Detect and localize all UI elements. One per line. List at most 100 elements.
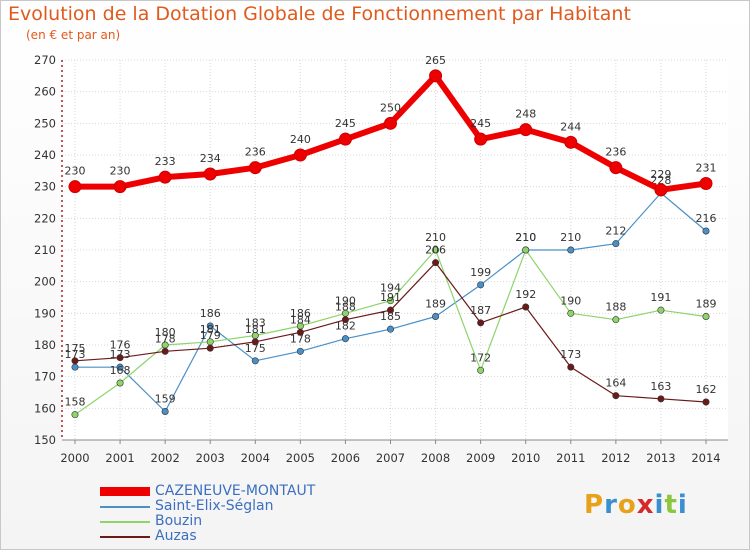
data-label-auzas-2004: 181 — [245, 323, 266, 336]
data-label-auzas-2001: 176 — [110, 339, 131, 352]
data-label-cazeneuve-montaut-2002: 233 — [155, 155, 176, 168]
point-saint-elix-seglan-2012 — [612, 240, 620, 248]
point-cazeneuve-montaut-2012 — [609, 161, 623, 175]
legend-label-auzas: Auzas — [155, 528, 197, 544]
point-bouzin-2011 — [567, 309, 575, 317]
data-label-auzas-2010: 192 — [515, 288, 536, 301]
data-label-saint-elix-seglan-2007: 185 — [380, 310, 401, 323]
point-cazeneuve-montaut-2007 — [384, 116, 397, 130]
y-tick-150: 150 — [34, 433, 56, 447]
data-label-bouzin-2011: 190 — [560, 294, 581, 307]
x-tick-2009: 2009 — [466, 451, 495, 465]
legend-swatch-bouzin — [100, 520, 150, 523]
point-saint-elix-seglan-2000 — [71, 363, 79, 371]
data-label-cazeneuve-montaut-2007: 250 — [380, 101, 401, 114]
y-tick-190: 190 — [34, 306, 56, 320]
x-tick-2005: 2005 — [286, 451, 315, 465]
legend-item-saint-elix-seglan: Saint-Elix-Séglan — [100, 499, 315, 514]
data-label-cazeneuve-montaut-2001: 230 — [110, 165, 131, 178]
point-auzas-2010 — [522, 303, 530, 311]
point-cazeneuve-montaut-2010 — [519, 123, 533, 137]
chart-title: Evolution de la Dotation Globale de Fonc… — [8, 3, 631, 25]
data-label-saint-elix-seglan-2005: 178 — [290, 332, 311, 345]
legend-swatch-saint-elix-seglan — [100, 505, 150, 508]
point-auzas-2006 — [341, 316, 349, 324]
point-bouzin-2008 — [432, 246, 440, 254]
y-tick-270: 270 — [34, 53, 56, 67]
point-cazeneuve-montaut-2009 — [474, 132, 488, 146]
point-cazeneuve-montaut-2003 — [203, 167, 217, 181]
point-auzas-2004 — [251, 338, 259, 346]
legend-label-saint-elix-seglan: Saint-Elix-Séglan — [155, 498, 274, 514]
point-bouzin-2001 — [116, 379, 124, 387]
y-tick-240: 240 — [34, 148, 56, 162]
legend-swatch-cazeneuve-montaut — [100, 487, 150, 496]
legend-item-auzas: Auzas — [100, 529, 315, 544]
data-label-saint-elix-seglan-2000: 173 — [65, 348, 86, 361]
point-saint-elix-seglan-2002 — [161, 407, 169, 415]
point-bouzin-2010 — [522, 246, 530, 254]
data-label-auzas-2000: 175 — [65, 342, 86, 355]
point-saint-elix-seglan-2004 — [251, 357, 259, 365]
x-tick-2012: 2012 — [601, 451, 630, 465]
point-saint-elix-seglan-2014 — [702, 227, 710, 235]
data-label-saint-elix-seglan-2003: 186 — [200, 307, 221, 320]
data-label-bouzin-2000: 158 — [65, 396, 86, 409]
point-auzas-2014 — [702, 398, 710, 406]
y-tick-220: 220 — [34, 211, 56, 225]
point-saint-elix-seglan-2006 — [341, 335, 349, 343]
point-saint-elix-seglan-2003 — [206, 322, 214, 330]
data-label-cazeneuve-montaut-2003: 234 — [200, 152, 221, 165]
data-label-auzas-2006: 188 — [335, 301, 356, 314]
legend-swatch-auzas — [100, 535, 150, 538]
y-tick-180: 180 — [34, 338, 56, 352]
x-tick-2001: 2001 — [105, 451, 134, 465]
y-tick-250: 250 — [34, 116, 56, 130]
data-label-saint-elix-seglan-2014: 216 — [696, 212, 717, 225]
data-label-saint-elix-seglan-2010: 210 — [515, 231, 536, 244]
point-auzas-2011 — [567, 363, 575, 371]
data-label-cazeneuve-montaut-2013: 229 — [650, 168, 671, 181]
legend: CAZENEUVE-MONTAUT Saint-Elix-Séglan Bouz… — [100, 484, 315, 544]
x-tick-2013: 2013 — [646, 451, 675, 465]
y-tick-210: 210 — [34, 243, 56, 257]
data-label-bouzin-2005: 186 — [290, 307, 311, 320]
y-tick-200: 200 — [34, 275, 56, 289]
x-tick-2002: 2002 — [151, 451, 180, 465]
data-label-auzas-2005: 184 — [290, 313, 311, 326]
point-cazeneuve-montaut-2011 — [564, 135, 578, 149]
x-tick-2010: 2010 — [511, 451, 540, 465]
point-cazeneuve-montaut-2008 — [429, 69, 443, 83]
data-label-cazeneuve-montaut-2008: 265 — [425, 54, 446, 67]
point-bouzin-2007 — [386, 297, 394, 305]
x-tick-2000: 2000 — [60, 451, 89, 465]
point-cazeneuve-montaut-2002 — [158, 170, 172, 184]
data-label-auzas-2011: 173 — [560, 348, 581, 361]
data-label-saint-elix-seglan-2013: 228 — [650, 174, 671, 187]
point-auzas-2012 — [612, 392, 620, 400]
data-label-saint-elix-seglan-2009: 199 — [470, 266, 491, 279]
data-label-auzas-2013: 163 — [650, 380, 671, 393]
legend-label-cazeneuve-montaut: CAZENEUVE-MONTAUT — [155, 483, 316, 499]
point-cazeneuve-montaut-2014 — [699, 177, 713, 190]
data-label-auzas-2014: 162 — [696, 383, 717, 396]
point-auzas-2008 — [432, 259, 440, 267]
data-label-bouzin-2006: 190 — [335, 294, 356, 307]
data-label-auzas-2007: 191 — [380, 291, 401, 304]
x-tick-2014: 2014 — [691, 451, 720, 465]
data-label-cazeneuve-montaut-2004: 236 — [245, 146, 266, 159]
data-label-auzas-2003: 179 — [200, 329, 221, 342]
point-bouzin-2013 — [657, 306, 665, 314]
data-label-auzas-2012: 164 — [605, 377, 626, 390]
point-bouzin-2014 — [702, 312, 710, 320]
data-label-bouzin-2002: 180 — [155, 326, 176, 339]
y-tick-170: 170 — [34, 370, 56, 384]
data-label-auzas-2008: 206 — [425, 244, 446, 257]
data-label-auzas-2002: 178 — [155, 332, 176, 345]
point-bouzin-2012 — [612, 316, 620, 324]
data-label-cazeneuve-montaut-2009: 245 — [470, 117, 491, 130]
point-saint-elix-seglan-2005 — [296, 347, 304, 355]
point-cazeneuve-montaut-2004 — [248, 161, 262, 175]
data-label-saint-elix-seglan-2002: 159 — [155, 393, 176, 406]
